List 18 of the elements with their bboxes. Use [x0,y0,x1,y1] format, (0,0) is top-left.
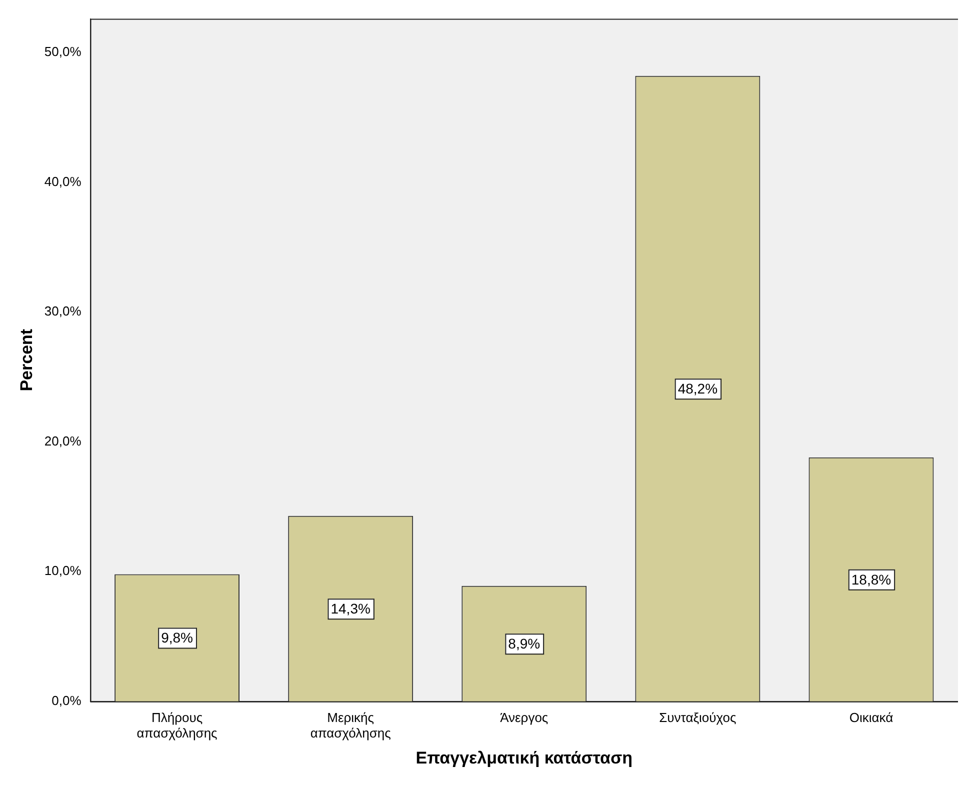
data-label: 18,8% [851,571,892,588]
data-label: 14,3% [330,600,370,616]
data-label: 48,2% [678,380,718,397]
y-tick-label: 50,0% [44,44,82,60]
x-tick-label: Συνταξιούχος [659,710,736,725]
x-tick-label: Πλήρους απασχόλησης [136,710,218,740]
y-tick-label: 40,0% [44,174,82,189]
data-label: 8,9% [508,636,540,652]
y-tick-label: 10,0% [44,563,82,578]
x-axis-title: Επαγγελματική κατάσταση [416,748,632,768]
y-axis-title: Percent [16,328,36,392]
x-tick-label: Οικιακά [849,710,894,725]
x-tick-label: Μερικής απασχόλησης [310,710,391,740]
y-tick-label: 30,0% [44,304,82,319]
y-tick-label: 0,0% [52,692,82,708]
data-label: 9,8% [161,630,193,646]
y-tick-label: 20,0% [44,433,82,448]
x-tick-label: Άνεργος [500,710,548,725]
